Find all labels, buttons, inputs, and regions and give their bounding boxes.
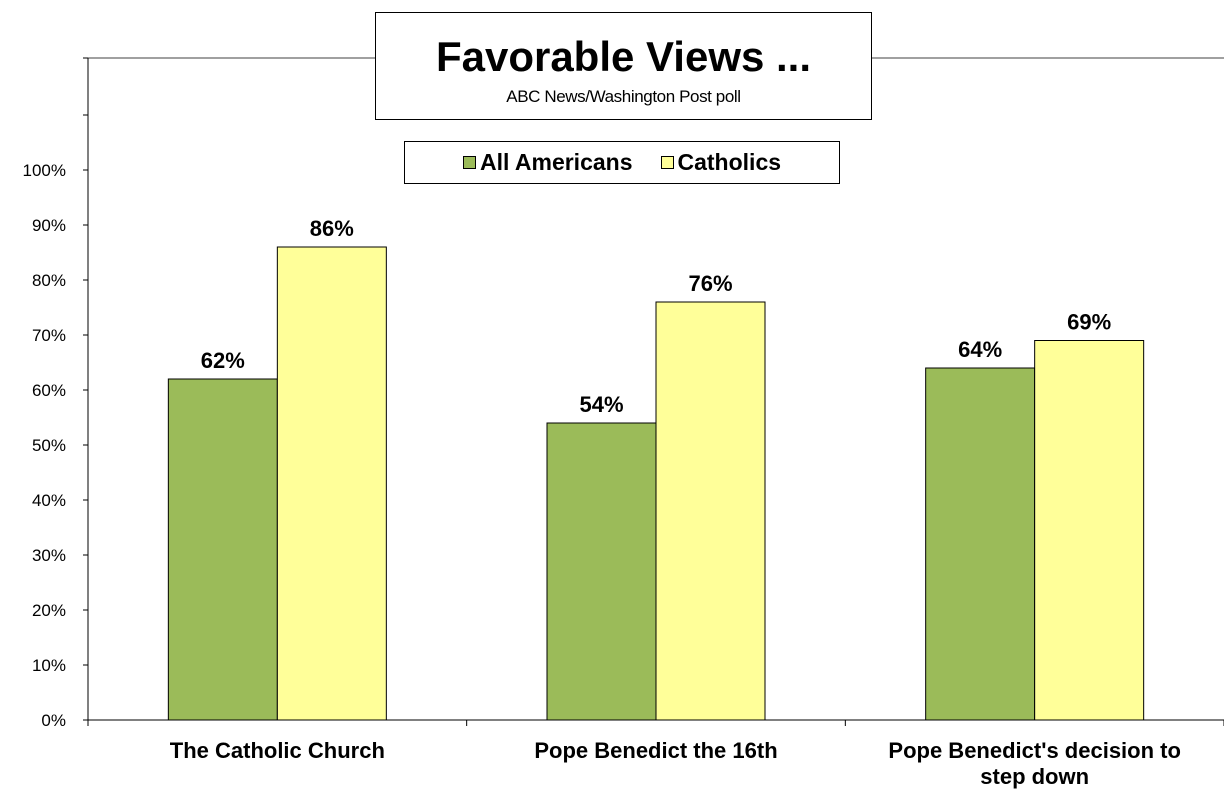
y-axis-tick-label: 10% — [32, 656, 66, 675]
bar-catholics — [276, 246, 387, 721]
bar-all-americans — [167, 378, 278, 721]
data-label-all-americans: 64% — [958, 337, 1002, 362]
chart-title: Favorable Views ... — [435, 33, 812, 80]
y-axis-tick-label: 90% — [32, 216, 66, 235]
legend-item-catholics: Catholics — [660, 149, 782, 176]
legend-swatch-all-americans — [462, 156, 476, 169]
data-label-all-americans: 62% — [201, 348, 245, 373]
chart-subtitle: ABC News/Washington Post poll — [506, 87, 741, 106]
y-axis-tick-label: 0% — [41, 711, 66, 730]
y-axis-tick-label: 100% — [23, 161, 66, 180]
y-axis-tick-label: 40% — [32, 491, 66, 510]
data-label-catholics: 69% — [1067, 310, 1111, 335]
y-axis-tick-label: 30% — [32, 546, 66, 565]
bar-all-americans — [925, 367, 1036, 721]
x-axis-category-label: Pope Benedict's decision to — [888, 738, 1181, 763]
data-label-all-americans: 54% — [579, 392, 623, 417]
bar-catholics — [655, 301, 766, 721]
x-axis-category-label: step down — [980, 764, 1089, 789]
legend-item-all-americans: All Americans — [462, 149, 633, 176]
x-axis-category-label: Pope Benedict the 16th — [534, 738, 777, 763]
chart-legend: All Americans Catholics — [404, 141, 840, 184]
legend-label-all-americans: All Americans — [479, 149, 633, 175]
data-label-catholics: 86% — [310, 216, 354, 241]
chart-title-box: Favorable Views ... ABC News/Washington … — [375, 12, 872, 120]
legend-swatch-catholics — [660, 156, 674, 169]
y-axis-tick-label: 70% — [32, 326, 66, 345]
data-label-catholics: 76% — [688, 271, 732, 296]
bar-all-americans — [546, 422, 657, 721]
x-axis-category-label: The Catholic Church — [170, 738, 385, 763]
legend-label-catholics: Catholics — [677, 149, 782, 175]
y-axis-tick-label: 80% — [32, 271, 66, 290]
y-axis-tick-label: 50% — [32, 436, 66, 455]
y-axis-tick-label: 20% — [32, 601, 66, 620]
y-axis-tick-label: 60% — [32, 381, 66, 400]
bar-catholics — [1034, 340, 1145, 721]
